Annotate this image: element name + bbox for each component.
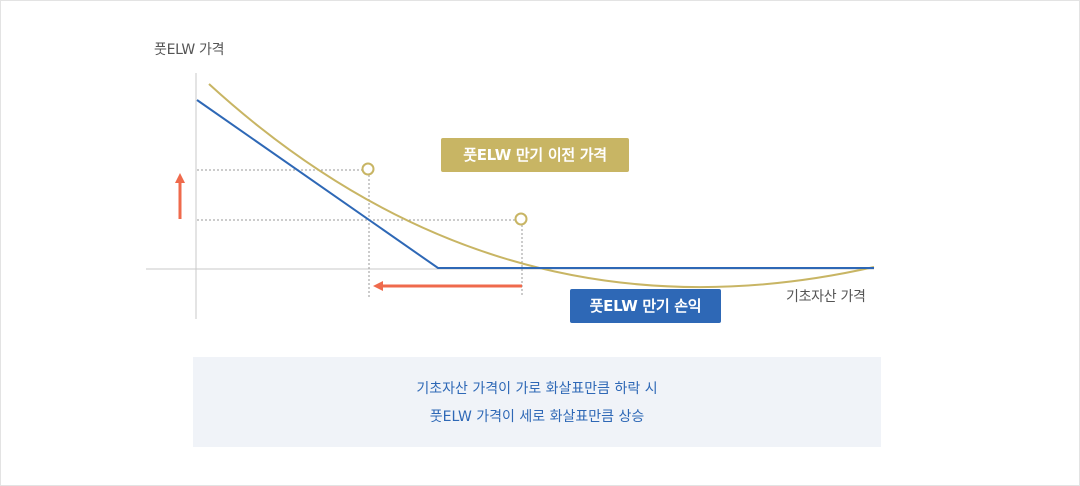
explanation-note: 기초자산 가격이 가로 화살표만큼 하락 시 풋ELW 가격이 세로 화살표만큼…: [193, 357, 881, 447]
y-axis-label: 풋ELW 가격: [154, 42, 225, 58]
x-axis-label: 기초자산 가격: [786, 289, 866, 305]
payoff-at-expiry-tag: 풋ELW 만기 손익: [570, 289, 721, 323]
note-line-1: 기초자산 가격이 가로 화살표만큼 하락 시: [416, 381, 658, 397]
curve-point-lower: [514, 212, 528, 226]
price-curve-before-expiry: [208, 83, 875, 289]
curve-point-upper: [361, 162, 375, 176]
note-line-2: 풋ELW 가격이 세로 화살표만큼 상승: [429, 409, 645, 425]
payoff-line-at-expiry: [196, 99, 874, 269]
curve-before-expiry-tag: 풋ELW 만기 이전 가격: [441, 138, 629, 172]
